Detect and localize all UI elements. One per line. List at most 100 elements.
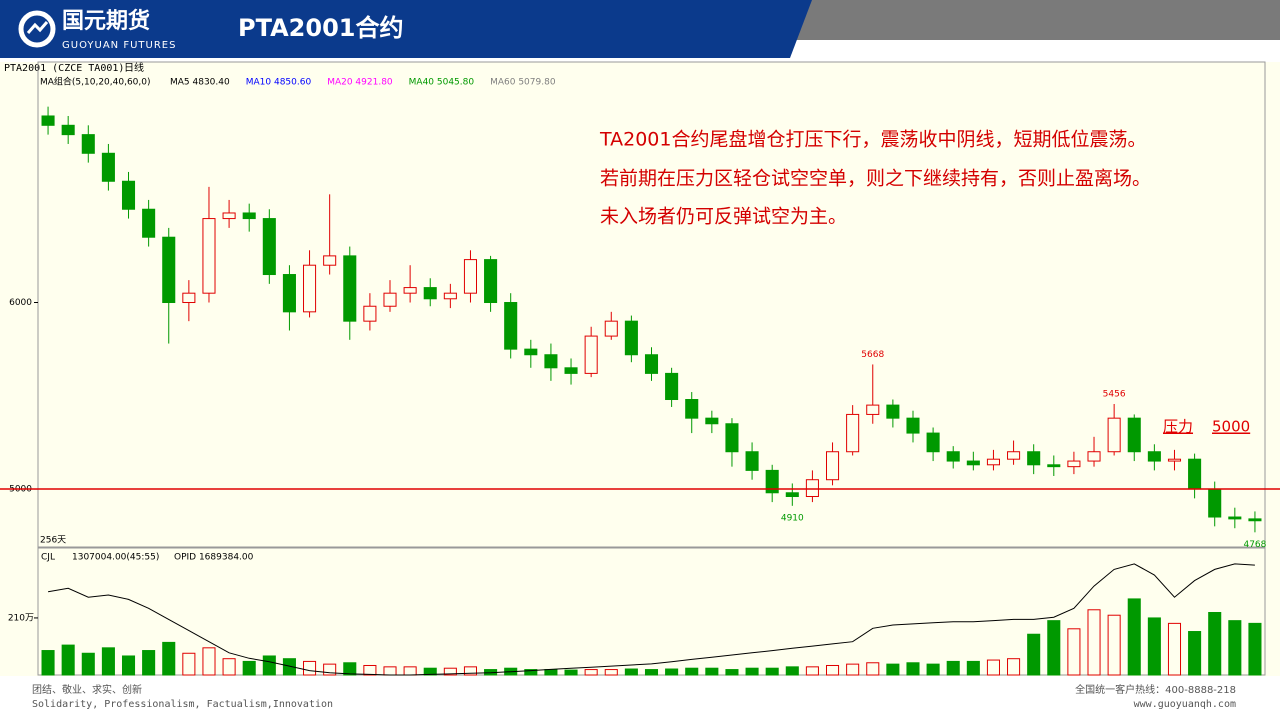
candle-body xyxy=(323,255,337,266)
candle-body xyxy=(343,255,357,322)
candle-body xyxy=(363,305,377,322)
volume-bar xyxy=(564,669,578,676)
oi-line xyxy=(48,563,1255,676)
motto-cn: 团结、敬业、求实、创新 xyxy=(32,683,142,696)
candle-body xyxy=(886,404,900,419)
candle-body xyxy=(785,492,799,498)
volume-bar xyxy=(363,664,377,676)
header-stripe xyxy=(786,0,1280,40)
volume-bar xyxy=(162,641,176,676)
legend-entry: MA5 4830.40 xyxy=(170,78,230,88)
volume-bar xyxy=(423,667,437,676)
candle-body xyxy=(383,292,397,307)
volume-bar xyxy=(81,652,95,676)
period-label: 256天 xyxy=(40,536,66,546)
volume-bar xyxy=(1248,622,1262,676)
candle-body xyxy=(584,335,598,374)
candle-body xyxy=(524,348,538,356)
candle-body xyxy=(202,218,216,294)
volume-bar xyxy=(262,655,276,676)
volume-readout: 1307004.00(45:55) xyxy=(72,553,159,563)
legend-entry: MA60 5079.80 xyxy=(490,78,556,88)
candle-body xyxy=(1248,518,1262,522)
volume-bar xyxy=(1127,598,1141,676)
oi-name: OPID 1689384.00 xyxy=(174,553,254,563)
resistance-value: 5000 xyxy=(1212,418,1250,436)
volume-bar xyxy=(866,662,880,676)
chart-background xyxy=(0,62,1280,676)
volume-bar xyxy=(926,663,940,676)
volume-bar xyxy=(906,662,920,676)
candle-body xyxy=(121,180,136,210)
motto-en: Solidarity, Professionalism, Factualism,… xyxy=(32,699,333,710)
volume-bar xyxy=(584,669,598,676)
price-mark: 5456 xyxy=(1103,389,1126,399)
candle-body xyxy=(644,354,659,374)
header-bar xyxy=(0,0,812,58)
candle-body xyxy=(1027,451,1041,466)
candle-body xyxy=(725,423,739,453)
candle-body xyxy=(423,287,437,300)
candle-body xyxy=(101,152,115,182)
volume-bar xyxy=(242,660,256,676)
volume-bar xyxy=(966,660,980,676)
price-mark: 5668 xyxy=(861,350,884,360)
candle-body xyxy=(564,367,578,374)
candle-body xyxy=(665,372,679,401)
candle-body xyxy=(805,479,819,498)
candle-body xyxy=(142,208,156,238)
candle-body xyxy=(1228,516,1242,520)
logo-cn: 国元期货 xyxy=(62,8,150,34)
candle-body xyxy=(403,287,417,294)
candle-body xyxy=(926,432,940,453)
commentary-line: 未入场者仍可反弹试空为主。 xyxy=(600,206,847,228)
candle-body xyxy=(544,354,558,369)
volume-bar xyxy=(1027,633,1041,676)
volume-bar xyxy=(986,659,1000,676)
commentary-line: 若前期在压力区轻仓试空空单，则之下继续持有，否则止盈离场。 xyxy=(600,168,1151,190)
volume-bar xyxy=(303,660,317,676)
candle-body xyxy=(61,124,75,136)
volume-bar xyxy=(121,655,136,676)
volume-bar xyxy=(182,652,196,676)
volume-bar xyxy=(1167,622,1182,676)
candle-body xyxy=(484,259,498,304)
volume-bar xyxy=(1067,628,1081,676)
candle-body xyxy=(986,458,1000,466)
volume-bar xyxy=(946,660,960,676)
y-tick-label: 6000 xyxy=(9,298,32,308)
candle-body xyxy=(443,292,457,300)
candle-body xyxy=(1107,417,1121,453)
volume-bar xyxy=(705,667,719,676)
volume-bar xyxy=(343,662,357,676)
volume-bar xyxy=(202,647,216,676)
volume-bar xyxy=(1147,617,1161,676)
price-mark: 4910 xyxy=(781,513,804,523)
candle-body xyxy=(1167,458,1182,462)
candle-body xyxy=(81,134,95,154)
volume-bar xyxy=(1188,631,1202,676)
candle-body xyxy=(303,264,317,313)
candle-body xyxy=(282,274,296,313)
candle-body xyxy=(222,212,236,220)
logo-icon xyxy=(18,10,56,48)
candle-body xyxy=(866,404,880,415)
volume-bar xyxy=(644,669,659,676)
volume-bar xyxy=(604,669,618,676)
candle-body xyxy=(946,451,960,462)
volume-bar xyxy=(101,647,115,676)
logo-en: GUOYUAN FUTURES xyxy=(62,40,176,51)
volume-bar xyxy=(825,664,840,676)
candle-body xyxy=(906,417,920,434)
candle-body xyxy=(745,451,759,471)
volume-bar xyxy=(685,667,699,676)
legend-entry: MA20 4921.80 xyxy=(327,78,393,88)
resistance-label: 压力 xyxy=(1163,418,1193,436)
logo-arrow xyxy=(26,21,49,34)
volume-bar xyxy=(142,650,156,676)
volume-bar xyxy=(544,669,558,676)
candle-body xyxy=(966,460,980,466)
volume-bar xyxy=(1228,620,1242,676)
candle-body xyxy=(604,320,618,337)
